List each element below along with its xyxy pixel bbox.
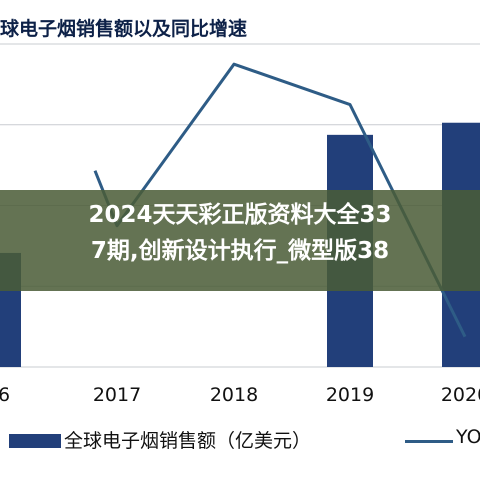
legend-bar-label: 全球电子烟销售额（亿美元） [64,430,312,452]
legend-line-swatch [405,440,453,443]
x-tick-label-2019: 2019 [326,384,374,406]
overlay-banner [0,190,480,291]
x-tick-label-2020: 2020 [441,384,480,406]
x-tick-label-2018: 2018 [210,384,258,406]
overlay-line-2: 7期,创新设计执行_微型版38 [90,238,390,264]
overlay-text: 2024天天彩正版资料大全33 7期,创新设计执行_微型版38 [0,197,480,269]
x-tick-label-2017: 2017 [93,384,141,406]
legend-line-label: YO [456,426,480,448]
x-tick-label-2016: 16 [0,384,10,406]
chart-title: 球电子烟销售额以及同比增速 [0,18,248,40]
overlay-line-1: 2024天天彩正版资料大全33 [88,202,392,228]
legend: 全球电子烟销售额（亿美元） YO [0,424,480,460]
legend-bar-swatch [9,434,61,448]
